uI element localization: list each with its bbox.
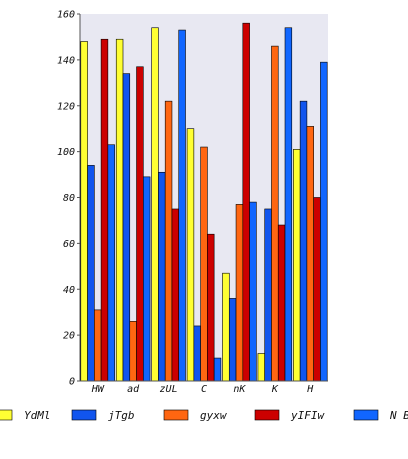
x-tick-label: HW (91, 384, 105, 395)
bar-yIFIw-zUL (171, 208, 180, 382)
y-tick-label: 140 (57, 55, 75, 66)
legend: YdMl jTgb gyxw yIFIw N B (0, 409, 408, 422)
bar-N-B-K (284, 27, 293, 382)
bar-yIFIw-ad (136, 66, 144, 382)
bar-yIFIw-H (313, 197, 321, 382)
bar-gyxw-HW (94, 309, 102, 382)
bar-yIFIw-HW (100, 38, 109, 382)
legend-swatch (0, 409, 13, 421)
bar-jTgb-H (299, 100, 308, 382)
bar-YdMl-nK (222, 272, 230, 382)
y-tick-label: 40 (63, 285, 75, 296)
bar-N-B-ad (142, 176, 151, 382)
bar-N-B-HW (107, 144, 115, 382)
bar-jTgb-HW (87, 165, 95, 382)
legend-label: YdMl (24, 409, 51, 422)
y-tick-label: 120 (57, 101, 75, 112)
y-tick-label: 20 (63, 331, 75, 342)
legend-swatch (353, 409, 379, 421)
bar-N-B-H (320, 61, 328, 382)
y-tick-label: 0 (69, 377, 75, 388)
x-tick-label: zUL (160, 384, 178, 395)
bar-gyxw-H (306, 126, 314, 382)
x-tick-label: C (201, 384, 207, 395)
bar-jTgb-zUL (158, 171, 166, 382)
bar-jTgb-nK (228, 298, 237, 382)
bar-N-B-nK (249, 201, 257, 382)
bar-yIFIw-nK (242, 22, 250, 382)
bar-N-B-zUL (178, 29, 186, 382)
bar-YdMl-C (186, 128, 195, 382)
legend-label: yIFIw (290, 409, 325, 422)
bar-gyxw-nK (235, 204, 244, 382)
bar-gyxw-C (200, 146, 208, 382)
bar-jTgb-ad (122, 73, 131, 382)
y-tick-label: 160 (57, 10, 75, 21)
bar-jTgb-C (193, 325, 201, 382)
legend-label: N B (389, 409, 408, 422)
bar-yIFIw-C (207, 233, 215, 382)
legend-swatch (71, 409, 97, 421)
legend-swatch (163, 409, 189, 421)
bar-N-B-C (213, 357, 222, 382)
x-tick-label: H (306, 384, 314, 395)
bar-gyxw-zUL (164, 100, 173, 382)
bar-YdMl-zUL (151, 27, 159, 382)
x-tick-label: ad (127, 384, 140, 395)
y-tick-label: 80 (63, 193, 75, 204)
legend-label: jTgb (108, 409, 135, 422)
bar-YdMl-K (257, 353, 266, 382)
x-tick-label: nK (233, 384, 246, 395)
bar-jTgb-K (264, 208, 272, 382)
y-axis: 0 20 40 60 80 100 120 140 160 (57, 10, 81, 388)
y-tick-label: 60 (63, 239, 75, 250)
bar-YdMl-HW (80, 41, 88, 382)
bar-yIFIw-K (277, 224, 286, 382)
y-tick-label: 100 (57, 147, 75, 158)
legend-swatch (254, 409, 280, 421)
bar-gyxw-ad (129, 321, 137, 382)
legend-label: gyxw (200, 409, 228, 422)
x-tick-label: K (271, 384, 279, 395)
bar-YdMl-ad (115, 38, 124, 382)
bar-YdMl-H (293, 149, 301, 382)
bar-gyxw-K (271, 45, 279, 382)
